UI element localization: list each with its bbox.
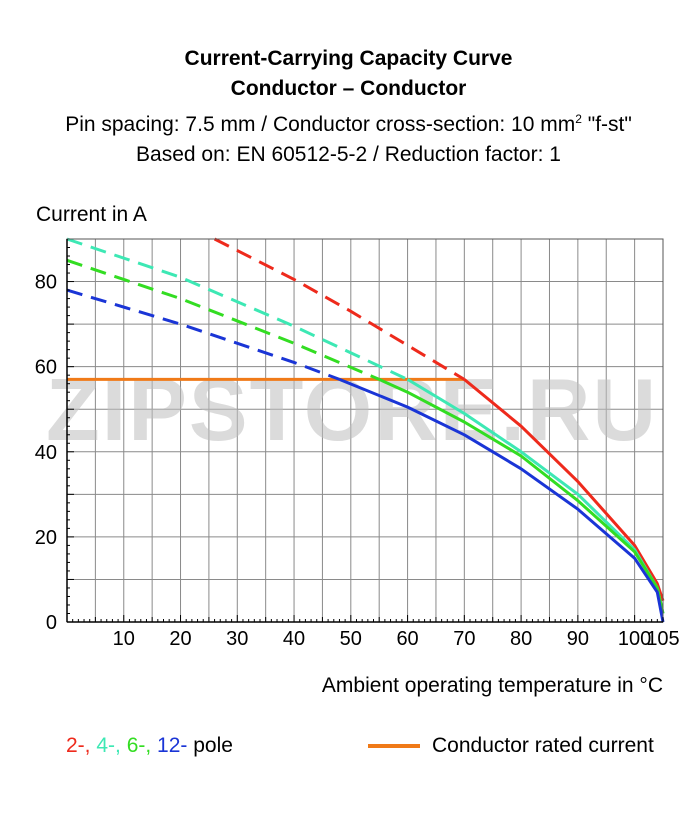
x-tick-label: 40 [283, 628, 305, 650]
series-2-pole-solid-line [463, 378, 665, 602]
series-6-pole-solid-line [378, 378, 665, 614]
x-tick-label: 90 [567, 628, 589, 650]
x-tick-label: 30 [226, 628, 248, 650]
chart-title-line2: Conductor – Conductor [230, 77, 467, 100]
chart-header: Current-Carrying Capacity Curve Conducto… [0, 44, 697, 170]
pole-legend-items: 2-, 4-, 6-, 12- [66, 734, 187, 757]
x-tick-label: 10 [113, 628, 135, 650]
x-tick-label: 70 [453, 628, 475, 650]
subtitle-superscript: 2 [575, 112, 582, 126]
series-12-pole-dashed-line [66, 288, 341, 381]
y-tick-label: 20 [35, 527, 57, 549]
rated-current-swatch [368, 744, 420, 749]
y-tick-label: 0 [46, 612, 57, 634]
pole-legend: 2-, 4-, 6-, 12- pole [66, 734, 233, 758]
rated-current-legend: Conductor rated current [368, 734, 654, 758]
x-tick-label: 20 [169, 628, 191, 650]
watermark-text: ZIPSTORE.RU [46, 360, 658, 459]
subtitle-text-a: Pin spacing: 7.5 mm / Conductor cross-se… [65, 113, 576, 136]
rated-current-legend-label: Conductor rated current [432, 734, 654, 757]
y-tick-label: 80 [35, 272, 57, 294]
series-12-pole-solid-line [338, 378, 665, 623]
series-6-pole-dashed-line [66, 258, 380, 381]
pole-legend-item: 4-, [90, 734, 121, 757]
x-tick-label: 60 [396, 628, 418, 650]
x-axis-label: Ambient operating temperature in °C [322, 674, 663, 697]
watermark: ZIPSTORE.RU [46, 360, 658, 459]
chart-subtitle-line1: Pin spacing: 7.5 mm / Conductor cross-se… [0, 104, 697, 140]
x-tick-label: 80 [510, 628, 532, 650]
x-tick-label: 100 [618, 628, 651, 650]
subtitle-text-b: "f-st" [581, 113, 632, 136]
y-tick-label: 40 [35, 442, 57, 464]
pole-legend-item: 12- [151, 734, 188, 757]
series-2-pole-dashed-line [213, 237, 466, 381]
series-layer [66, 237, 665, 623]
y-axis-label: Current in A [36, 203, 147, 226]
x-tick-label: 105 [646, 628, 679, 650]
y-tick-label: 60 [35, 357, 57, 379]
chart-title-line1: Current-Carrying Capacity Curve [184, 47, 513, 70]
pole-legend-suffix: pole [187, 734, 233, 757]
x-tick-label: 50 [340, 628, 362, 650]
series-4-pole-dashed-line [66, 237, 409, 381]
pole-legend-item: 6-, [120, 734, 152, 757]
chart-subtitle-line2: Based on: EN 60512-5-2 / Reduction facto… [136, 143, 561, 166]
pole-legend-item: 2-, [66, 734, 91, 757]
